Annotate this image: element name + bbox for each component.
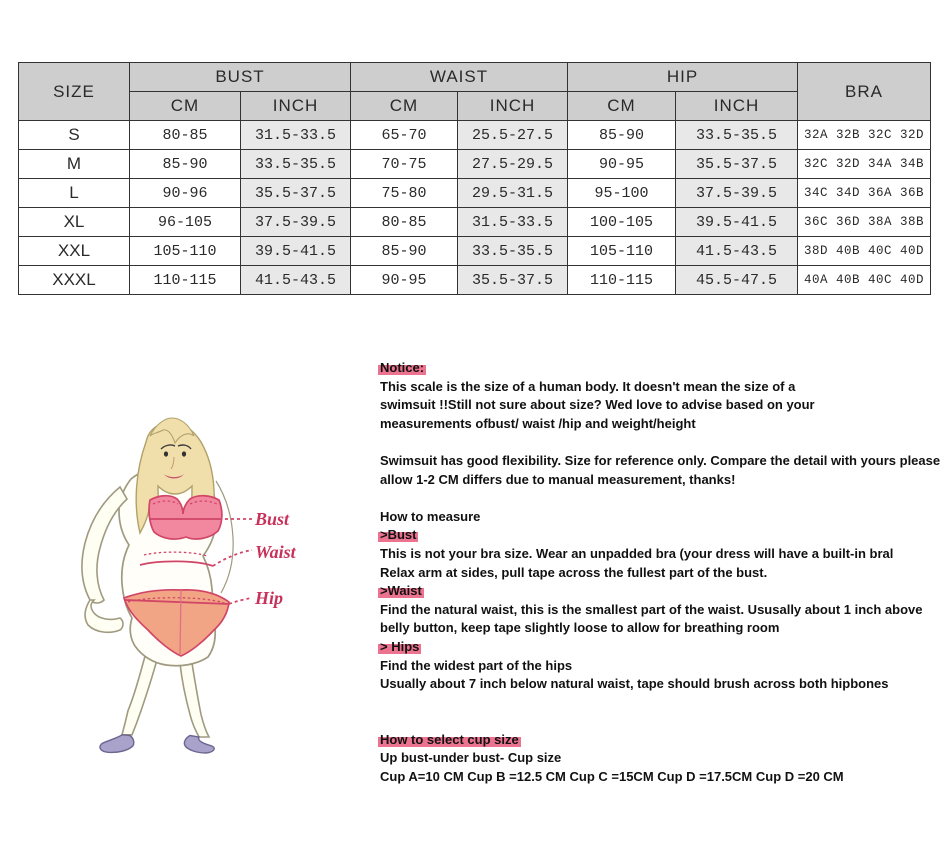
svg-text:Hip: Hip (254, 588, 283, 608)
svg-text:Waist: Waist (255, 542, 297, 562)
svg-text:Bust: Bust (254, 509, 290, 529)
